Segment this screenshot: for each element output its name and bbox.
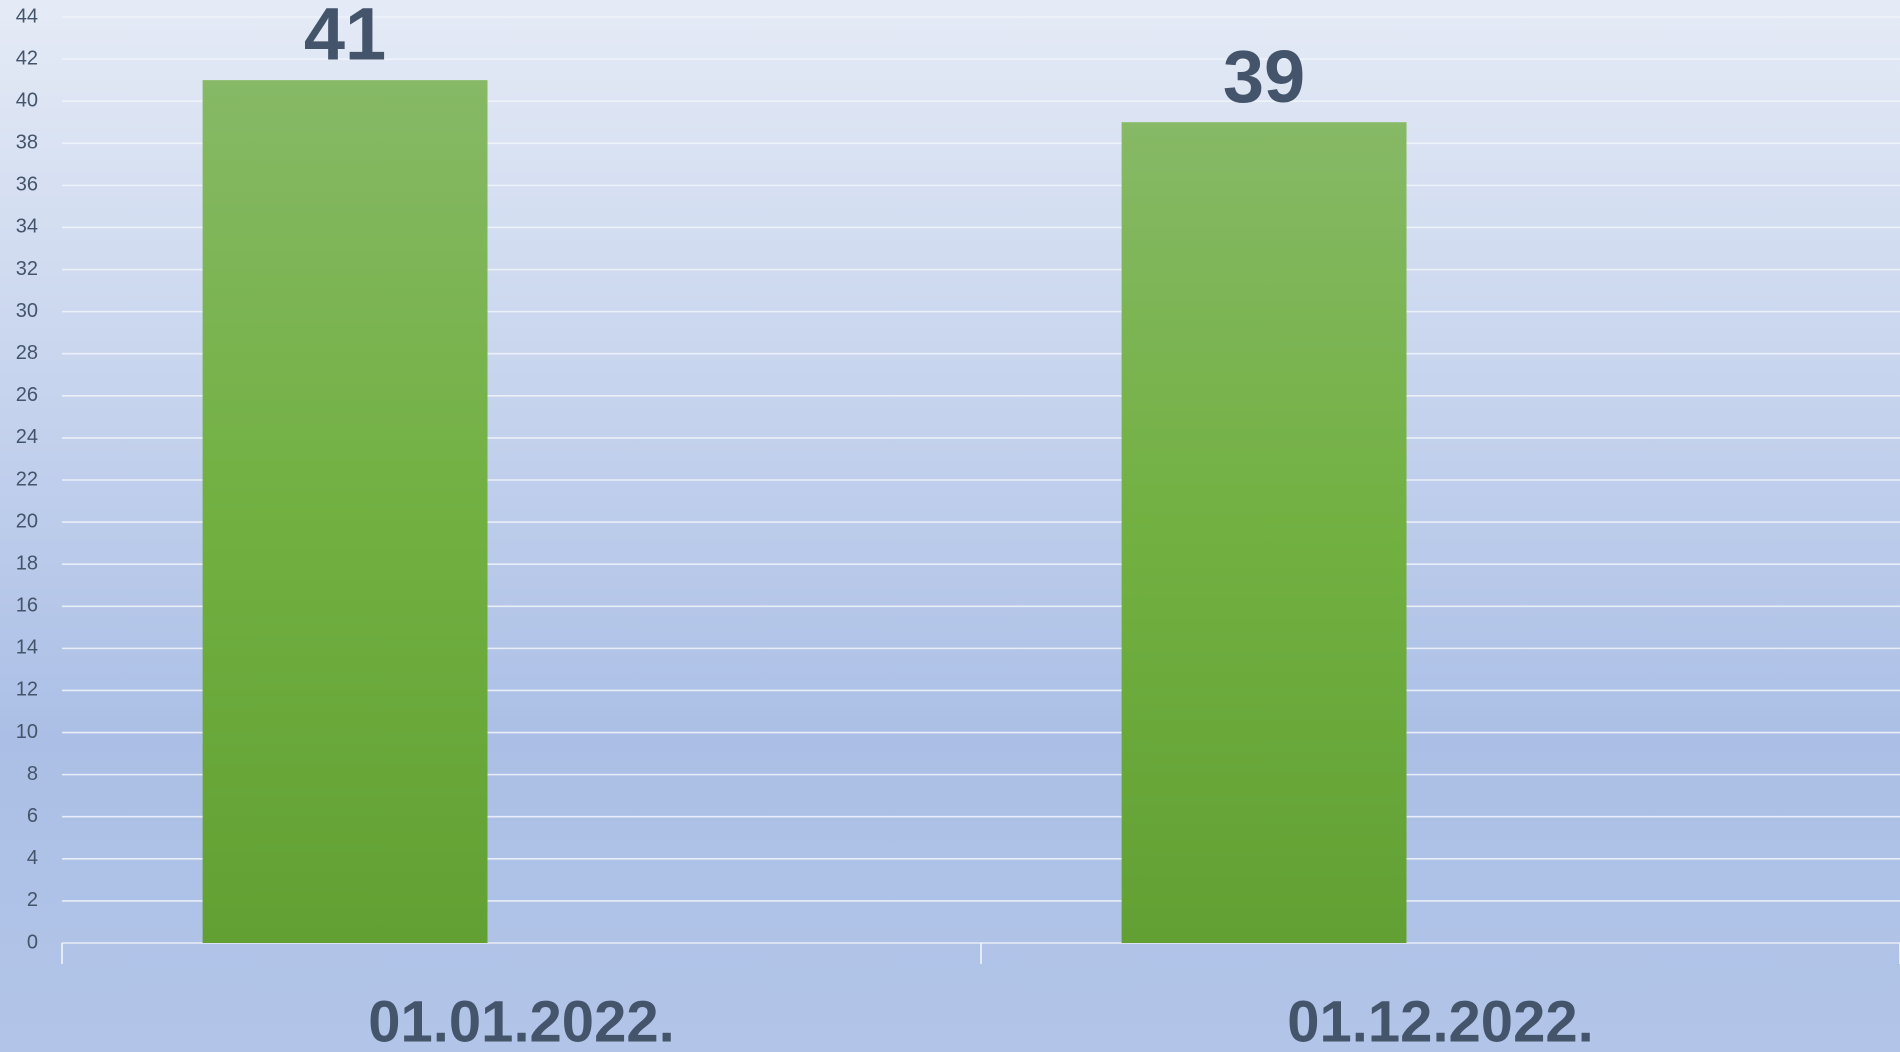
y-tick-label: 4 <box>27 847 38 869</box>
y-tick-label: 14 <box>16 637 38 659</box>
data-label: 41 <box>304 0 386 76</box>
y-tick-label: 0 <box>27 931 38 953</box>
y-tick-label: 42 <box>16 47 38 69</box>
y-tick-label: 18 <box>16 552 38 574</box>
x-tick-label: 01.01.2022. <box>368 989 674 1052</box>
y-tick-label: 2 <box>27 889 38 911</box>
y-tick-label: 40 <box>16 89 38 111</box>
y-tick-label: 28 <box>16 342 38 364</box>
y-tick-label: 36 <box>16 174 38 196</box>
y-tick-label: 22 <box>16 468 38 490</box>
data-label: 39 <box>1223 35 1305 118</box>
y-tick-label: 12 <box>16 679 38 701</box>
y-tick-label: 10 <box>16 721 38 743</box>
y-tick-label: 16 <box>16 595 38 617</box>
y-tick-label: 24 <box>16 426 38 448</box>
y-tick-label: 8 <box>27 763 38 785</box>
y-tick-label: 44 <box>16 5 38 27</box>
y-tick-label: 32 <box>16 258 38 280</box>
y-tick-label: 20 <box>16 510 38 532</box>
y-tick-label: 26 <box>16 384 38 406</box>
y-tick-label: 34 <box>16 216 38 238</box>
bar <box>202 80 488 944</box>
y-tick-label: 30 <box>16 300 38 322</box>
bar <box>1121 122 1407 943</box>
y-tick-label: 38 <box>16 132 38 154</box>
y-tick-label: 6 <box>27 805 38 827</box>
x-tick-label: 01.12.2022. <box>1287 989 1593 1052</box>
